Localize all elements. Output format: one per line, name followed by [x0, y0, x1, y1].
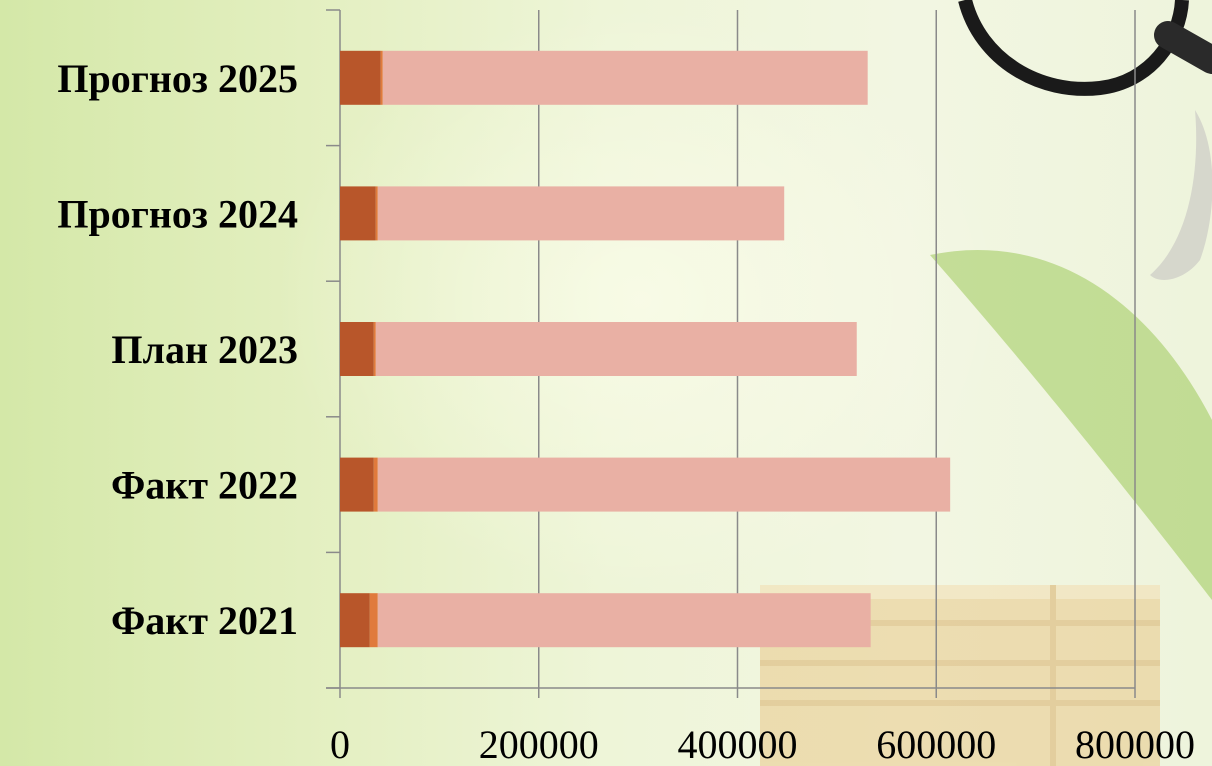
- category-label: Прогноз 2024: [57, 191, 298, 236]
- category-label: Факт 2022: [111, 463, 298, 508]
- bar-segment: [369, 593, 378, 648]
- x-tick-label: 800000: [1075, 722, 1195, 766]
- category-label: Прогноз 2025: [57, 56, 298, 101]
- bar-segment: [380, 50, 383, 105]
- x-tick-label: 400000: [678, 722, 798, 766]
- bar-segment: [340, 457, 374, 512]
- bar-segment: [382, 50, 868, 105]
- bar-segment: [340, 593, 370, 648]
- bar-segment: [377, 186, 785, 241]
- bar-segment: [375, 322, 857, 376]
- x-tick-label: 0: [330, 722, 350, 766]
- bar-segment: [340, 50, 381, 105]
- leaf-illustration: [930, 249, 1212, 600]
- magnifying-glass-illustration: [958, 0, 1212, 280]
- bar-segment: [340, 322, 374, 376]
- bar-segment: [377, 593, 871, 648]
- bar-segment: [373, 457, 378, 512]
- bar-segment: [377, 457, 951, 512]
- bar-segment: [373, 322, 376, 376]
- category-label: План 2023: [111, 327, 298, 372]
- x-tick-label: 200000: [479, 722, 599, 766]
- bar-segment: [340, 186, 376, 241]
- category-label: Факт 2021: [111, 598, 298, 643]
- x-tick-label: 600000: [876, 722, 996, 766]
- bar-segment: [375, 186, 378, 241]
